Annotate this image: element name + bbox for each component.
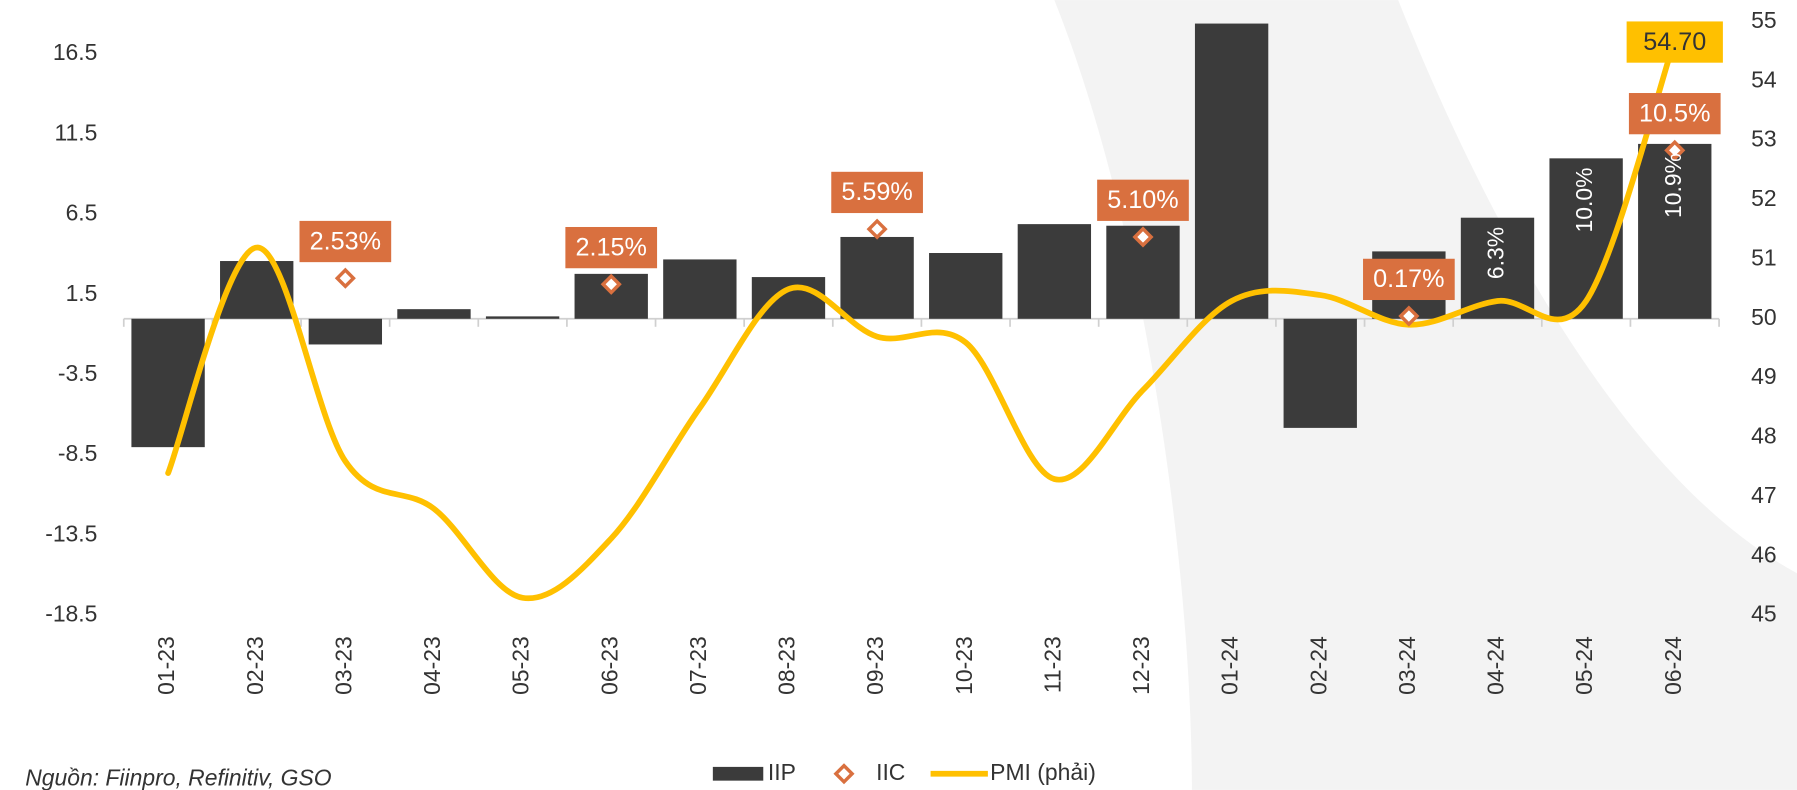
x-tick-label: 10-23 bbox=[951, 636, 977, 695]
y-tick-label: -13.5 bbox=[45, 520, 97, 546]
bar-value-label: 6.3% bbox=[1483, 227, 1509, 279]
x-tick-label: 01-23 bbox=[153, 636, 179, 695]
bar bbox=[663, 259, 737, 319]
marker bbox=[866, 218, 888, 240]
marker-label-box bbox=[831, 171, 923, 214]
x-tick-label: 07-23 bbox=[685, 636, 711, 695]
bar bbox=[1549, 158, 1623, 319]
marker bbox=[334, 267, 356, 289]
bar-value-label: 10.0% bbox=[1571, 168, 1597, 233]
marker-value-label: 2.53% bbox=[310, 227, 381, 255]
source-note: Nguồn: Fiinpro, Refinitiv, GSO bbox=[25, 765, 332, 790]
marker-label-box bbox=[565, 226, 658, 269]
bar bbox=[1638, 143, 1712, 319]
marker-value-label: 5.59% bbox=[841, 178, 912, 206]
marker-label-box bbox=[1363, 258, 1455, 301]
marker bbox=[1132, 226, 1154, 248]
marker-value-label: 10.5% bbox=[1639, 99, 1710, 127]
marker bbox=[1398, 305, 1420, 327]
y-tick-label: 6.5 bbox=[66, 200, 98, 226]
x-tick-label: 03-23 bbox=[330, 636, 356, 695]
x-tick-label: 12-23 bbox=[1128, 636, 1154, 695]
y-tick-label: -8.5 bbox=[58, 440, 97, 466]
y-tick-label: 1.5 bbox=[66, 280, 98, 306]
bar bbox=[308, 318, 383, 345]
bar bbox=[485, 316, 560, 319]
y2-tick-label: 46 bbox=[1751, 541, 1776, 567]
marker-label-box bbox=[1097, 179, 1189, 221]
bar-value-label: 10.9% bbox=[1660, 153, 1686, 218]
plot-area: -18.5 -13.5 -8.5 -3.5 1.5 6.5 11.5 16.5 45 46 47 48… bbox=[45, 7, 1777, 785]
y2-tick-label: 52 bbox=[1751, 185, 1776, 211]
marker-value-label: 5.10% bbox=[1107, 186, 1178, 214]
y2-tick-label: 50 bbox=[1751, 304, 1776, 330]
y2-tick-label: 45 bbox=[1751, 601, 1776, 627]
y-tick-label: -18.5 bbox=[45, 601, 97, 627]
marker-label-box bbox=[1628, 93, 1721, 135]
x-tick-label: 04-24 bbox=[1483, 636, 1509, 695]
bar bbox=[131, 318, 205, 448]
marker bbox=[600, 273, 622, 295]
x-tick-label: 01-24 bbox=[1217, 636, 1243, 695]
bar bbox=[929, 253, 1003, 319]
x-tick-label: 04-23 bbox=[419, 636, 445, 695]
legend-swatch bbox=[712, 766, 764, 781]
marker-value-label: 2.15% bbox=[575, 233, 646, 261]
line-series bbox=[165, 36, 1678, 602]
y2-tick-label: 51 bbox=[1751, 244, 1776, 270]
x-tick-label: 06-23 bbox=[596, 636, 622, 695]
y2-tick-label: 54 bbox=[1751, 66, 1777, 92]
x-tick-label: 11-23 bbox=[1039, 636, 1065, 693]
y2-tick-label: 48 bbox=[1751, 423, 1776, 449]
bar bbox=[220, 261, 294, 319]
x-tick-label: 05-23 bbox=[508, 636, 534, 695]
y2-tick-label: 47 bbox=[1751, 482, 1776, 508]
legend-label: IIC bbox=[876, 759, 905, 785]
x-tick-label: 02-23 bbox=[242, 636, 268, 695]
bar bbox=[397, 309, 471, 319]
y2-tick-label: 49 bbox=[1751, 363, 1776, 389]
bar bbox=[1017, 224, 1092, 319]
x-tick-label: 08-23 bbox=[774, 636, 800, 695]
marker-label-box bbox=[299, 220, 392, 263]
legend-swatch bbox=[833, 763, 855, 785]
marker bbox=[1664, 139, 1686, 161]
line-label-box bbox=[1626, 21, 1723, 63]
y-tick-label: 11.5 bbox=[55, 119, 98, 145]
y-tick-label: 16.5 bbox=[53, 39, 98, 65]
bar bbox=[1194, 23, 1269, 319]
x-tick-label: 09-23 bbox=[862, 636, 888, 695]
x-tick-label: 05-24 bbox=[1571, 636, 1597, 695]
line-value-label: 54.70 bbox=[1643, 28, 1706, 56]
y-tick-label: -3.5 bbox=[58, 360, 97, 386]
bar bbox=[1283, 318, 1357, 428]
x-tick-label: 03-24 bbox=[1394, 636, 1420, 695]
x-tick-label: 02-24 bbox=[1305, 636, 1331, 695]
legend-label: PMI (phải) bbox=[990, 759, 1096, 785]
bar bbox=[840, 236, 914, 319]
marker-value-label: 0.17% bbox=[1373, 265, 1444, 293]
legend-label: IIP bbox=[768, 759, 796, 785]
y2-tick-label: 53 bbox=[1751, 126, 1776, 152]
y2-tick-label: 55 bbox=[1751, 7, 1776, 33]
x-tick-label: 06-24 bbox=[1660, 636, 1686, 695]
